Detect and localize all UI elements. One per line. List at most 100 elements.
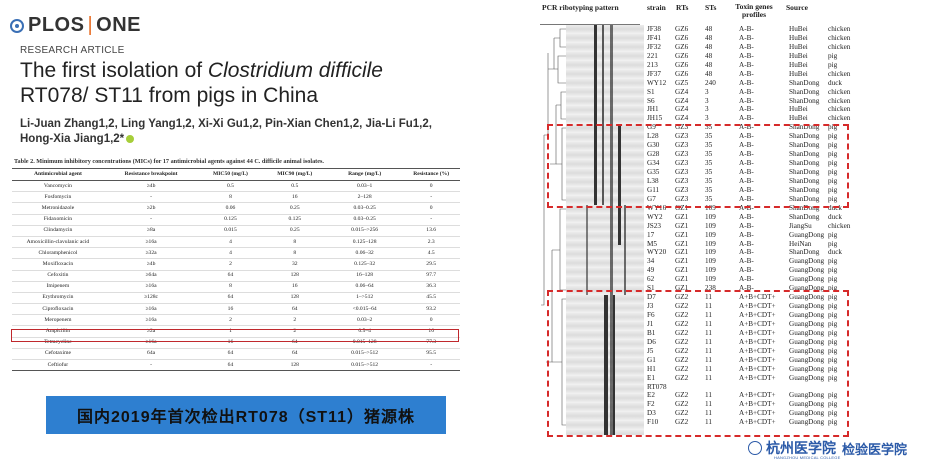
table-cell: Cefotaxime bbox=[12, 348, 104, 361]
strain-cell: D3 bbox=[647, 409, 656, 418]
table-cell: - bbox=[103, 214, 199, 226]
rt-cell: GZ2 bbox=[675, 319, 689, 328]
strain-cell: JH15 bbox=[647, 114, 663, 123]
host-cell: pig bbox=[828, 311, 838, 319]
table-cell: ≥2a bbox=[103, 325, 199, 338]
st-cell: 109 bbox=[705, 212, 716, 221]
rt-cell: GZ1 bbox=[675, 257, 689, 266]
rt-cell: GZ6 bbox=[675, 33, 689, 42]
source-cell: GuangDong bbox=[789, 319, 825, 328]
table-cell: Cefoxitin bbox=[12, 270, 104, 282]
source-cell: GuangDong bbox=[789, 302, 825, 311]
strain-cell: 49 bbox=[647, 266, 655, 275]
strain-cell: 17 bbox=[647, 230, 655, 239]
rt-cell: GZ4 bbox=[675, 87, 689, 96]
host-cell: pig bbox=[828, 141, 838, 150]
rt-cell: GZ2 bbox=[675, 328, 689, 337]
host-cell: chicken bbox=[828, 221, 851, 230]
orcid-icon[interactable] bbox=[126, 134, 135, 143]
strain-cell: E2 bbox=[647, 391, 655, 400]
table-cell: ≥128c bbox=[103, 292, 199, 305]
paper-title: The first isolation of Clostridium diffi… bbox=[20, 58, 440, 108]
strain-cell: J3 bbox=[647, 302, 654, 311]
host-cell: pig bbox=[828, 266, 838, 275]
title-species: Clostridium difficile bbox=[207, 59, 383, 82]
toxin-cell: A-B- bbox=[739, 42, 754, 51]
st-cell: 11 bbox=[705, 293, 712, 302]
toxin-cell: A-B- bbox=[739, 185, 754, 194]
col-toxin: Toxin genes profiles bbox=[735, 2, 773, 19]
source-cell: GuangDong bbox=[789, 355, 825, 364]
st-cell: 35 bbox=[705, 132, 713, 141]
st-cell: 11 bbox=[705, 418, 712, 427]
st-cell: 35 bbox=[705, 150, 713, 159]
table-cell: 32 bbox=[262, 258, 327, 271]
table-cell: 0 bbox=[402, 180, 460, 193]
source-cell: GuangDong bbox=[789, 284, 825, 293]
table-header-cell: Range (mg/L) bbox=[326, 168, 403, 181]
toxin-cell: A+B+CDT+ bbox=[739, 400, 776, 409]
strain-cell: WY12 bbox=[647, 78, 667, 87]
table-cell: 8 bbox=[262, 236, 327, 249]
journal-logo: PLOS | ONE bbox=[10, 14, 141, 37]
st-cell: 11 bbox=[705, 355, 712, 364]
table-cell: 2.3 bbox=[402, 236, 460, 249]
table-cell: - bbox=[103, 191, 199, 204]
source-cell: GuangDong bbox=[789, 364, 825, 373]
table-cell: 16 bbox=[198, 303, 263, 316]
host-cell: pig bbox=[828, 391, 838, 400]
strain-cell: M5 bbox=[647, 239, 657, 248]
host-cell: pig bbox=[828, 159, 838, 168]
toxin-cell: A+B+CDT+ bbox=[739, 409, 776, 418]
table-cell: 93.2 bbox=[402, 303, 460, 316]
host-cell: pig bbox=[828, 418, 838, 427]
table-cell: 0.06–32 bbox=[326, 247, 403, 260]
table-cell: 0.5 bbox=[198, 180, 263, 193]
source-cell: ShanDong bbox=[789, 123, 820, 132]
table-cell: 64 bbox=[198, 270, 263, 282]
st-cell: 3 bbox=[705, 114, 709, 123]
host-cell: duck bbox=[828, 248, 842, 257]
host-cell: pig bbox=[828, 60, 838, 69]
table-cell: Imipenem bbox=[12, 281, 104, 293]
host-cell: pig bbox=[828, 293, 838, 302]
strain-cell: G28 bbox=[647, 150, 660, 159]
table-cell: 8 bbox=[198, 281, 263, 293]
toxin-cell: A-B- bbox=[739, 239, 754, 248]
table-cell: 13.6 bbox=[402, 225, 460, 237]
table-cell: 0.25 bbox=[262, 202, 327, 215]
host-cell: pig bbox=[828, 409, 838, 418]
st-cell: 48 bbox=[705, 33, 713, 42]
table-cell: 64 bbox=[262, 337, 327, 349]
strain-cell: JF32 bbox=[647, 42, 661, 51]
title-part-a: The first isolation of bbox=[20, 59, 208, 82]
source-cell: HuBei bbox=[789, 60, 808, 69]
tetracycline-highlight-box bbox=[11, 329, 459, 342]
host-cell: pig bbox=[828, 132, 838, 141]
toxin-cell: A-B- bbox=[739, 60, 754, 69]
table-row: Vancomycin ≥4b 0.5 0.5 0.03–1 0 bbox=[12, 180, 460, 193]
rt-cell: GZ2 bbox=[675, 391, 689, 400]
table-cell: Vancomycin bbox=[12, 180, 104, 193]
rt-cell: GZ2 bbox=[675, 373, 689, 382]
strain-cell: RT078 bbox=[647, 382, 667, 391]
toxin-cell: A+B+CDT+ bbox=[739, 391, 776, 400]
source-cell: GuangDong bbox=[789, 418, 825, 427]
table-cell: 64 bbox=[198, 348, 263, 361]
toxin-cell: A-B- bbox=[739, 105, 754, 114]
strain-cell: G11 bbox=[647, 185, 660, 194]
host-cell: chicken bbox=[828, 105, 851, 114]
table-cell: 36.3 bbox=[402, 281, 460, 293]
toxin-cell: A-B- bbox=[739, 266, 754, 275]
table-cell: 95.5 bbox=[402, 348, 460, 361]
table-row: Amoxicillin-clavulanic acid ≥16a 4 8 0.125–1… bbox=[12, 236, 460, 249]
strain-cell: L38 bbox=[647, 176, 659, 185]
strain-cell: F6 bbox=[647, 311, 655, 319]
table-cell: 0.125 bbox=[262, 214, 327, 226]
source-cell: HuBei bbox=[789, 51, 808, 60]
table-cell: ≥16a bbox=[103, 281, 199, 293]
strain-cell: 221 bbox=[647, 51, 658, 60]
table-cell: 16 bbox=[198, 337, 263, 349]
rt-cell: GZ3 bbox=[675, 168, 689, 176]
college-footer: 杭州医学院 HANGZHOU MEDICAL COLLEGE 检验医学院 bbox=[748, 438, 907, 460]
